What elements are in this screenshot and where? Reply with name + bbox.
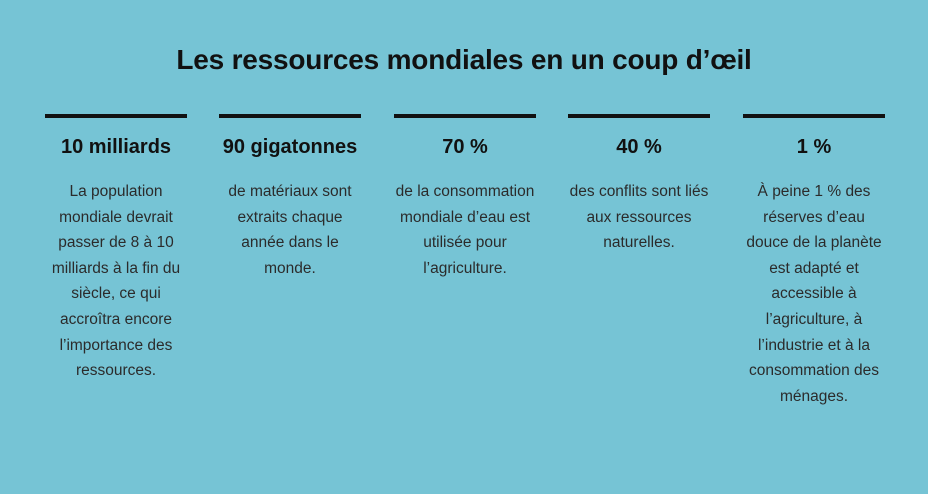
stat-column: 1 % À peine 1 % des réserves d’eau douce … [743,114,885,409]
divider-bar [394,114,536,118]
title: Les ressources mondiales en un coup d’œi… [176,44,752,75]
divider-bar [743,114,885,118]
divider-bar [219,114,361,118]
stat-description: des conflits sont liés aux ressources na… [569,183,709,252]
stat-value: 1 % [796,136,832,158]
stat-value: 10 milliards [60,136,172,158]
divider-bar [45,114,187,118]
stat-value: 40 % [616,136,662,158]
stat-value: 90 gigatonnes [222,136,358,158]
stat-column: 10 milliards La population mondiale devra… [45,114,187,384]
stat-description: de matériaux sont extraits chaque année … [228,183,352,277]
stat-column: 90 gigatonnes de matériaux sont extraits … [219,114,361,281]
stat-description: À peine 1 % des réserves d’eau douce de … [746,183,882,405]
divider-bar [568,114,710,118]
stat-column: 40 % des conflits sont liés aux ressource… [568,114,710,256]
stat-column: 70 % de la consommation mondiale d’eau es… [394,114,536,281]
stat-value: 70 % [442,136,488,158]
stat-description: La population mondiale devrait passer de… [51,183,181,380]
stat-description: de la consommation mondiale d’eau est ut… [395,183,535,277]
